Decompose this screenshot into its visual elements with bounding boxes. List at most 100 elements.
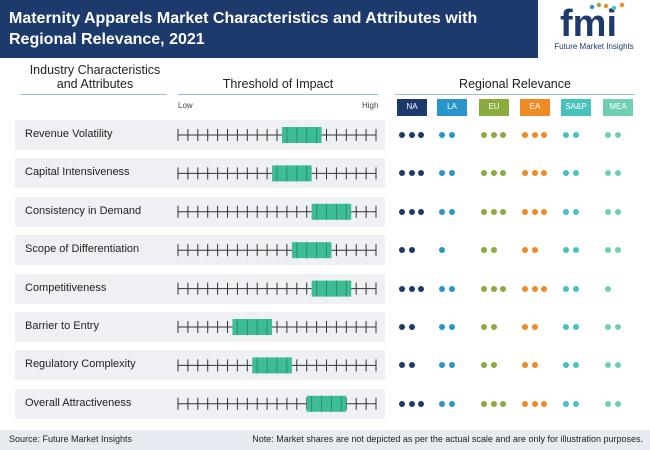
relevance-dot xyxy=(500,132,506,138)
relevance-dot xyxy=(490,400,497,407)
relevance-dot xyxy=(490,285,497,292)
relevance-dot xyxy=(408,208,415,215)
relevance-dot xyxy=(490,362,497,369)
relevance-dot xyxy=(605,362,611,369)
region-label: SA&P xyxy=(561,99,591,114)
relevance-dot xyxy=(614,362,621,369)
relevance-dot xyxy=(563,362,569,369)
attributes-column-header: Industry Characteristics and Attributes xyxy=(29,63,161,91)
scale-low-label: Low xyxy=(178,101,193,110)
relevance-dot xyxy=(399,285,405,292)
relevance-dot xyxy=(572,400,579,407)
fmi-logo-mark: fmi xyxy=(560,2,625,45)
relevance-dot xyxy=(605,285,611,292)
title-bar: Maternity Apparels Market Characteristic… xyxy=(0,0,650,58)
relevance-dot xyxy=(563,285,569,292)
relevance-dot xyxy=(531,247,538,254)
region-column-rule xyxy=(397,114,427,116)
relevance-dot xyxy=(541,400,547,407)
relevance-dot xyxy=(408,170,415,177)
relevance-dot xyxy=(531,285,538,292)
relevance-dot xyxy=(531,132,538,138)
relevance-dot xyxy=(481,400,487,407)
relevance-dot xyxy=(481,362,487,369)
relevance-dot xyxy=(439,247,445,254)
chart-title: Maternity Apparels Market Characteristic… xyxy=(9,10,478,48)
relevance-dot xyxy=(399,362,405,369)
relevance-dot xyxy=(531,324,538,330)
relevance-dot xyxy=(481,208,487,215)
relevance-dot xyxy=(408,285,415,292)
region-label: EU xyxy=(479,99,509,114)
region-column-rule xyxy=(520,114,550,116)
relevance-dot xyxy=(531,208,538,215)
impact-band xyxy=(311,203,352,220)
relevance-dot xyxy=(439,362,445,369)
relevance-dot xyxy=(522,285,528,292)
relevance-dot xyxy=(522,170,528,177)
relevance-dot xyxy=(522,400,528,407)
source-note: Source: Future Market Insights xyxy=(9,434,133,444)
relevance-dot xyxy=(614,247,621,254)
attribute-label: Revenue Volatility xyxy=(25,128,113,140)
relevance-dot xyxy=(572,170,579,177)
relevance-dot xyxy=(605,247,611,254)
impact-band xyxy=(311,280,352,297)
relevance-dot xyxy=(605,170,611,177)
disclaimer-note: Note: Market shares are not depicted as … xyxy=(252,434,643,444)
relevance-dot xyxy=(500,400,506,407)
relevance-dot xyxy=(605,208,611,215)
impact-band xyxy=(272,165,312,182)
relevance-dot xyxy=(399,400,405,407)
logo-letters: fmi xyxy=(560,3,617,45)
relevance-dot xyxy=(531,170,538,177)
attribute-label: Consistency in Demand xyxy=(25,204,142,217)
fmi-logo: fmi Future Market Insights xyxy=(538,0,650,58)
relevance-dot xyxy=(481,247,487,254)
relevance-dot xyxy=(541,285,547,292)
relevance-dot xyxy=(572,132,579,138)
relevance-dot xyxy=(531,362,538,369)
region-label: EA xyxy=(520,99,550,114)
region-column-rule xyxy=(561,114,591,116)
relevance-dot xyxy=(481,170,487,177)
regional-header-rule xyxy=(395,94,635,95)
relevance-dot xyxy=(563,247,569,254)
relevance-dot xyxy=(490,132,497,138)
relevance-dot xyxy=(614,132,621,138)
relevance-dot xyxy=(408,132,415,138)
relevance-dot xyxy=(563,324,569,330)
relevance-dot xyxy=(448,170,455,177)
relevance-dot xyxy=(439,170,445,177)
impact-band xyxy=(291,242,332,259)
relevance-dot xyxy=(490,208,497,215)
footer: Source: Future Market Insights Note: Mar… xyxy=(0,430,650,450)
logo-caption: Future Market Insights xyxy=(554,42,634,51)
relevance-dot xyxy=(399,208,405,215)
relevance-dot xyxy=(439,285,445,292)
relevance-dot xyxy=(605,324,611,330)
regional-column-header: Regional Relevance xyxy=(459,77,571,91)
relevance-dot xyxy=(541,132,547,138)
relevance-dot xyxy=(522,324,528,330)
relevance-dot xyxy=(563,400,569,407)
attribute-label: Regulatory Complexity xyxy=(25,358,136,371)
region-column-rule xyxy=(437,114,467,116)
relevance-dot xyxy=(481,324,487,330)
relevance-dot xyxy=(481,285,487,292)
impact-band xyxy=(281,127,322,143)
attributes-header-rule xyxy=(20,94,167,95)
attribute-label: Competitiveness xyxy=(25,281,107,294)
relevance-dot xyxy=(418,170,424,177)
impact-band xyxy=(232,319,273,335)
relevance-dot xyxy=(572,285,579,292)
relevance-dot xyxy=(572,362,579,369)
relevance-dot xyxy=(500,208,506,215)
attribute-label: Capital Intensiveness xyxy=(25,166,130,179)
impact-band xyxy=(306,395,347,412)
relevance-dot xyxy=(481,132,487,138)
relevance-dot xyxy=(448,362,455,369)
impact-band xyxy=(252,357,292,374)
relevance-dot xyxy=(522,132,528,138)
